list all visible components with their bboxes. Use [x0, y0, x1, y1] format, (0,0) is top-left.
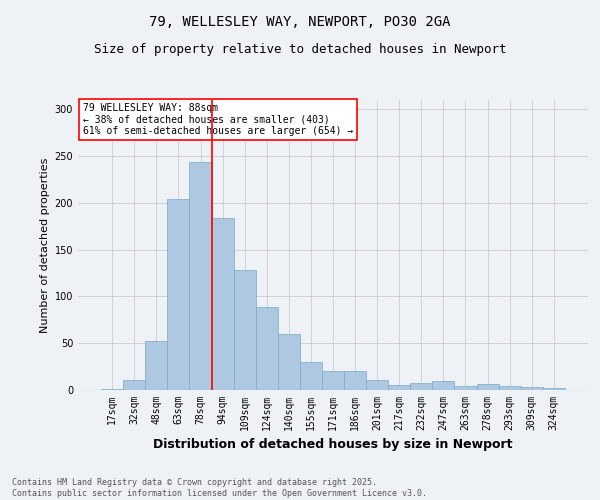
Bar: [410, 382, 433, 390]
Bar: [145, 342, 167, 390]
Bar: [123, 380, 145, 390]
Bar: [190, 162, 212, 390]
Bar: [300, 362, 322, 390]
X-axis label: Distribution of detached houses by size in Newport: Distribution of detached houses by size …: [153, 438, 513, 452]
Bar: [366, 380, 388, 390]
Bar: [167, 199, 190, 390]
Bar: [543, 388, 565, 390]
Bar: [499, 386, 521, 390]
Text: Contains HM Land Registry data © Crown copyright and database right 2025.
Contai: Contains HM Land Registry data © Crown c…: [12, 478, 427, 498]
Bar: [433, 380, 454, 390]
Bar: [388, 386, 410, 390]
Bar: [212, 218, 233, 390]
Bar: [101, 389, 123, 390]
Bar: [256, 306, 278, 390]
Bar: [322, 372, 344, 390]
Y-axis label: Number of detached properties: Number of detached properties: [40, 158, 50, 332]
Text: Size of property relative to detached houses in Newport: Size of property relative to detached ho…: [94, 42, 506, 56]
Bar: [278, 334, 300, 390]
Bar: [233, 270, 256, 390]
Bar: [476, 384, 499, 390]
Bar: [521, 387, 543, 390]
Text: 79 WELLESLEY WAY: 88sqm
← 38% of detached houses are smaller (403)
61% of semi-d: 79 WELLESLEY WAY: 88sqm ← 38% of detache…: [83, 103, 353, 136]
Bar: [454, 386, 476, 390]
Bar: [344, 372, 366, 390]
Text: 79, WELLESLEY WAY, NEWPORT, PO30 2GA: 79, WELLESLEY WAY, NEWPORT, PO30 2GA: [149, 15, 451, 29]
